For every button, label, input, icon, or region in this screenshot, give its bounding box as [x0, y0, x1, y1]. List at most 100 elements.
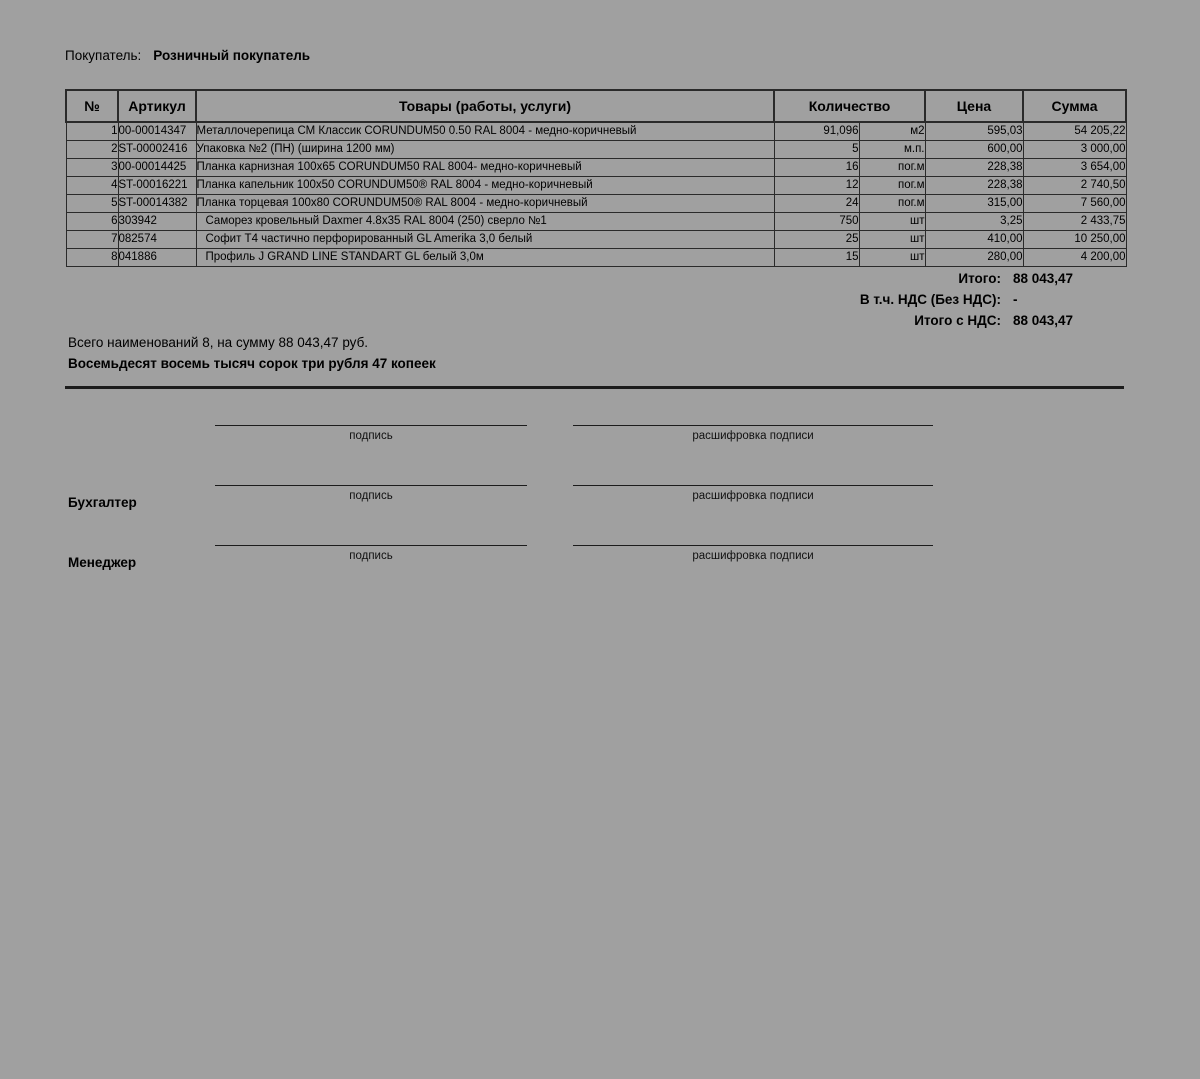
cell-sum: 3 000,00 [1022, 140, 1127, 159]
signature-rule [215, 425, 527, 426]
signature-field-transcript[interactable]: расшифровка подписи [573, 485, 933, 502]
cell-price: 228,38 [924, 158, 1024, 177]
table-row: 3 00-00014425 Планка карнизная 100x65 CO… [65, 158, 1127, 177]
table-row: 4 ST-00016221 Планка капельник 100x50 CO… [65, 176, 1127, 195]
cell-article: 00-00014347 [117, 121, 197, 141]
signature-row-director: подпись расшифровка подписи [0, 425, 1200, 465]
cell-unit: пог.м [858, 194, 926, 213]
section-divider [65, 386, 1124, 389]
cell-sum: 7 560,00 [1022, 194, 1127, 213]
totals-label: Итого: [958, 271, 1001, 286]
signature-field-signature[interactable]: подпись [215, 545, 527, 562]
totals-label: В т.ч. НДС (Без НДС): [859, 292, 1001, 307]
totals-block: Итого: 88 043,47 В т.ч. НДС (Без НДС): -… [700, 271, 1125, 334]
totals-row-itogo: Итого: 88 043,47 [700, 271, 1125, 292]
cell-quantity: 750 [773, 212, 860, 231]
cell-price: 600,00 [924, 140, 1024, 159]
table-row: 5 ST-00014382 Планка торцевая 100x80 COR… [65, 194, 1127, 213]
cell-description: Упаковка №2 (ПН) (ширина 1200 мм) [195, 140, 775, 159]
signature-caption: подпись [349, 550, 393, 562]
totals-label: Итого с НДС: [914, 313, 1001, 328]
cell-num: 2 [65, 140, 119, 159]
signature-rule [573, 425, 933, 426]
signature-rule [215, 485, 527, 486]
cell-num: 7 [65, 230, 119, 249]
header-goods: Товары (работы, услуги) [195, 89, 775, 123]
cell-article: 041886 [117, 248, 197, 267]
cell-num: 5 [65, 194, 119, 213]
table-row: 7 082574 Софит Т4 частично перфорированн… [65, 230, 1127, 249]
cell-article: 082574 [117, 230, 197, 249]
cell-article: ST-00002416 [117, 140, 197, 159]
cell-unit: пог.м [858, 158, 926, 177]
signature-caption: расшифровка подписи [692, 430, 814, 442]
cell-article: 00-00014425 [117, 158, 197, 177]
cell-num: 8 [65, 248, 119, 267]
cell-article: 303942 [117, 212, 197, 231]
cell-sum: 54 205,22 [1022, 121, 1127, 141]
cell-num: 1 [65, 121, 119, 141]
cell-article: ST-00016221 [117, 176, 197, 195]
cell-quantity: 16 [773, 158, 860, 177]
totals-row-vat: В т.ч. НДС (Без НДС): - [700, 292, 1125, 313]
cell-unit: пог.м [858, 176, 926, 195]
buyer-name: Розничный покупатель [153, 48, 311, 63]
cell-unit: шт [858, 212, 926, 231]
table-row: 2 ST-00002416 Упаковка №2 (ПН) (ширина 1… [65, 140, 1127, 159]
table-row: 6 303942 Саморез кровельный Daxmer 4.8x3… [65, 212, 1127, 231]
cell-quantity: 25 [773, 230, 860, 249]
signature-row-accountant: Бухгалтер подпись расшифровка подписи [0, 485, 1200, 525]
cell-sum: 2 433,75 [1022, 212, 1127, 231]
cell-num: 4 [65, 176, 119, 195]
cell-price: 410,00 [924, 230, 1024, 249]
signature-field-signature[interactable]: подпись [215, 485, 527, 502]
cell-num: 6 [65, 212, 119, 231]
signature-caption: подпись [349, 430, 393, 442]
table-row: 1 00-00014347 Металлочерепица СМ Классик… [65, 121, 1127, 141]
signature-rule [215, 545, 527, 546]
cell-price: 315,00 [924, 194, 1024, 213]
totals-value: 88 043,47 [1013, 271, 1074, 286]
header-num: № [65, 89, 119, 123]
signature-caption: расшифровка подписи [692, 550, 814, 562]
cell-quantity: 15 [773, 248, 860, 267]
cell-unit: м2 [858, 121, 926, 141]
header-quantity: Количество [773, 89, 926, 123]
cell-quantity: 24 [773, 194, 860, 213]
cell-description: Профиль J GRAND LINE STANDART GL белый 3… [195, 248, 775, 267]
signature-field-transcript[interactable]: расшифровка подписи [573, 545, 933, 562]
buyer-label: Покупатель: [65, 48, 142, 63]
cell-description: Металлочерепица СМ Классик CORUNDUM50 0.… [195, 121, 775, 141]
table-body: 1 00-00014347 Металлочерепица СМ Классик… [65, 121, 1127, 267]
cell-description: Софит Т4 частично перфорированный GL Ame… [195, 230, 775, 249]
cell-article: ST-00014382 [117, 194, 197, 213]
cell-description: Планка карнизная 100x65 CORUNDUM50 RAL 8… [195, 158, 775, 177]
totals-value: 88 043,47 [1013, 313, 1074, 328]
goods-table: № Артикул Товары (работы, услуги) Количе… [65, 89, 1127, 267]
cell-price: 3,25 [924, 212, 1024, 231]
cell-unit: м.п. [858, 140, 926, 159]
cell-quantity: 91,096 [773, 121, 860, 141]
summary-block: Всего наименований 8, на сумму 88 043,47… [68, 333, 436, 375]
signature-role: Менеджер [68, 555, 137, 570]
signature-field-signature[interactable]: подпись [215, 425, 527, 442]
cell-price: 280,00 [924, 248, 1024, 267]
cell-num: 3 [65, 158, 119, 177]
table-header-row: № Артикул Товары (работы, услуги) Количе… [65, 89, 1127, 123]
cell-sum: 3 654,00 [1022, 158, 1127, 177]
signature-caption: подпись [349, 490, 393, 502]
cell-sum: 4 200,00 [1022, 248, 1127, 267]
cell-unit: шт [858, 230, 926, 249]
cell-sum: 2 740,50 [1022, 176, 1127, 195]
cell-description: Саморез кровельный Daxmer 4.8x35 RAL 800… [195, 212, 775, 231]
signature-rule [573, 485, 933, 486]
cell-quantity: 12 [773, 176, 860, 195]
signature-caption: расшифровка подписи [692, 490, 814, 502]
table-row: 8 041886 Профиль J GRAND LINE STANDART G… [65, 248, 1127, 267]
totals-row-with-vat: Итого с НДС: 88 043,47 [700, 313, 1125, 334]
cell-unit: шт [858, 248, 926, 267]
cell-sum: 10 250,00 [1022, 230, 1127, 249]
signature-rule [573, 545, 933, 546]
cell-quantity: 5 [773, 140, 860, 159]
signature-field-transcript[interactable]: расшифровка подписи [573, 425, 933, 442]
